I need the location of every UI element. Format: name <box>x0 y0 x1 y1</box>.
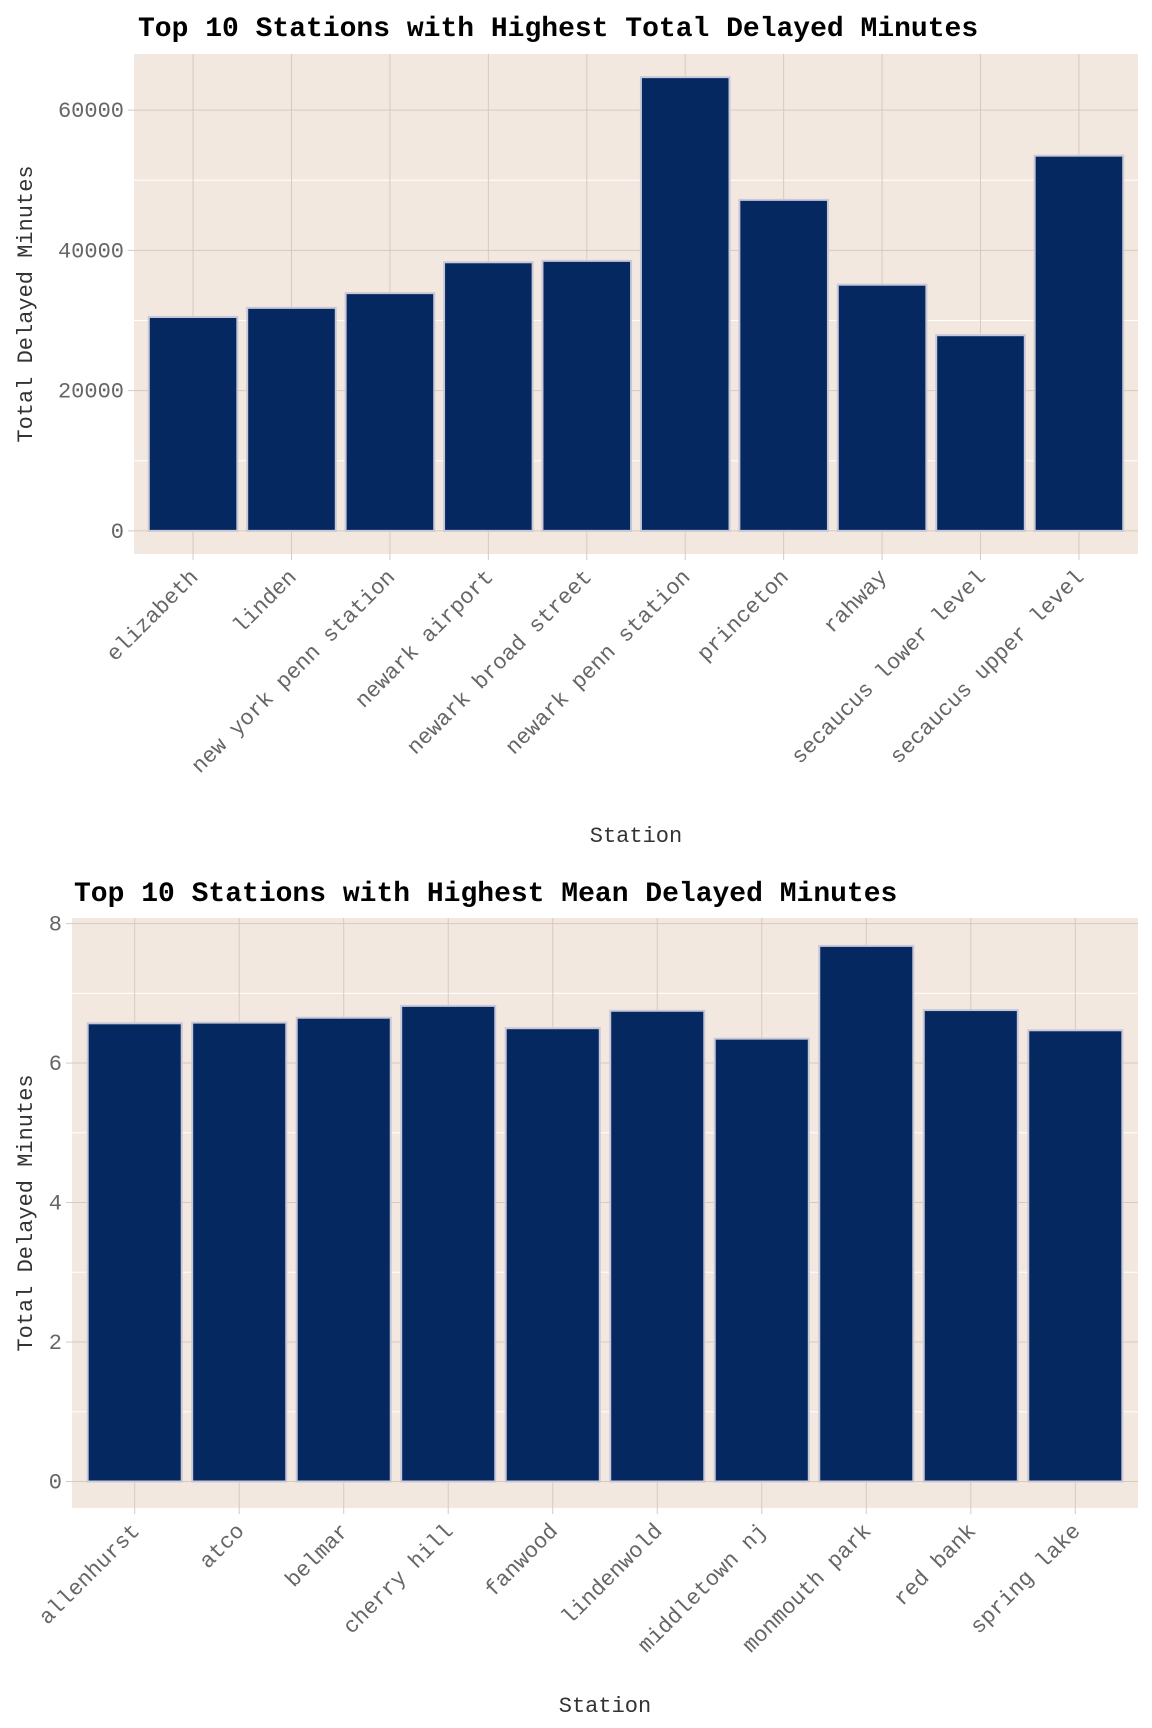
chart-title: Top 10 Stations with Highest Total Delay… <box>138 14 978 45</box>
x-tick-label: newark broad street <box>403 565 598 760</box>
x-tick-label: allenhurst <box>35 1519 146 1630</box>
bar-elizabeth <box>147 315 239 532</box>
x-axis-label: Station <box>590 824 682 849</box>
x-tick-label: atco <box>195 1519 250 1574</box>
y-tick-label: 0 <box>49 1470 62 1495</box>
x-tick-label: secaucus lower level <box>787 565 991 769</box>
bar-newark-airport <box>443 261 534 532</box>
x-tick-label: secaucus upper level <box>886 565 1090 769</box>
y-tick-label: 4 <box>49 1192 62 1217</box>
x-tick-label: spring lake <box>966 1519 1086 1639</box>
y-axis-label: Total Delayed Minutes <box>14 165 39 442</box>
y-tick-label: 6 <box>49 1052 62 1077</box>
bar-belmar <box>295 1016 392 1483</box>
x-tick-label: elizabeth <box>102 565 204 667</box>
bar-rahway <box>836 283 928 532</box>
x-tick-label: fanwood <box>481 1519 564 1602</box>
bar-allenhurst <box>86 1022 183 1483</box>
bar-cherry-hill <box>400 1004 497 1483</box>
bar-princeton <box>738 198 829 532</box>
chart-title: Top 10 Stations with Highest Mean Delaye… <box>74 879 897 910</box>
x-tick-label: linden <box>229 565 303 639</box>
y-tick-label: 2 <box>49 1331 62 1356</box>
x-tick-label: rahway <box>819 565 893 639</box>
x-tick-label: new york penn station <box>187 565 401 779</box>
bar-monmouth-park <box>818 944 915 1483</box>
y-tick-label: 60000 <box>58 99 124 124</box>
x-axis-label: Station <box>559 1694 651 1719</box>
bar-red-bank <box>922 1009 1019 1483</box>
bar-secaucus-lower-level <box>935 334 1026 532</box>
x-tick-label: princeton <box>693 565 795 667</box>
bar-newark-broad-street <box>541 259 633 532</box>
bar-secaucus-upper-level <box>1033 154 1125 532</box>
bar-atco <box>191 1021 288 1483</box>
x-tick-label: red bank <box>889 1519 981 1611</box>
bar-spring-lake <box>1027 1029 1124 1483</box>
y-tick-label: 8 <box>49 913 62 938</box>
bar-lindenwold <box>609 1009 706 1483</box>
bar-newark-penn-station <box>639 76 731 532</box>
y-tick-label: 40000 <box>58 239 124 264</box>
bar-middletown-nj <box>713 1037 810 1483</box>
bar-fanwood <box>504 1027 601 1483</box>
y-axis-label: Total Delayed Minutes <box>14 1074 39 1351</box>
bar-new-york-penn-station <box>344 292 436 532</box>
x-tick-label: newark penn station <box>501 565 696 760</box>
x-tick-label: belmar <box>281 1519 355 1593</box>
x-tick-label: lindenwold <box>557 1519 668 1630</box>
y-tick-label: 20000 <box>58 380 124 405</box>
x-tick-label: cherry hill <box>339 1519 459 1639</box>
y-tick-label: 0 <box>111 520 124 545</box>
bar-linden <box>246 306 337 532</box>
